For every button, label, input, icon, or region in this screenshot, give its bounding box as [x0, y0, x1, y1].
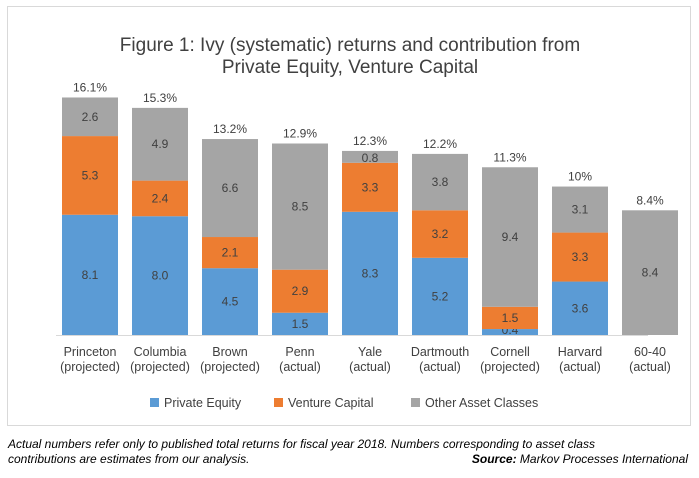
- data-label-5-series-3: 0.8: [362, 151, 379, 165]
- bar-4-series-1: [272, 312, 328, 335]
- chart-title-line-1: Figure 1: Ivy (systematic) returns and c…: [120, 35, 580, 56]
- total-label-6: 12.2%: [423, 137, 457, 151]
- category-label-6-line-2: (actual): [419, 360, 461, 374]
- data-label-4-series-1: 1.5: [292, 317, 309, 331]
- bar-7-series-3: [482, 167, 538, 307]
- data-label-3-series-2: 2.1: [222, 246, 239, 260]
- chart-title-line-2: Private Equity, Venture Capital: [222, 57, 478, 78]
- data-label-7-series-3: 9.4: [502, 230, 519, 244]
- category-label-1-line-1: Princeton: [64, 345, 117, 359]
- bar-3-series-3: [202, 139, 258, 238]
- bar-8-series-2: [552, 232, 608, 282]
- bar-1-series-2: [62, 136, 118, 215]
- footnote-line-1: Actual numbers refer only to published t…: [8, 437, 595, 451]
- data-label-1-series-2: 5.3: [82, 168, 99, 182]
- bar-2-series-3: [132, 107, 188, 181]
- data-label-6-series-2: 3.2: [432, 227, 449, 241]
- chart-frame: Figure 1: Ivy (systematic) returns and c…: [7, 6, 691, 426]
- data-label-3-series-1: 4.5: [222, 295, 239, 309]
- legend-label-2: Venture Capital: [288, 396, 373, 410]
- category-label-7-line-2: (projected): [480, 360, 540, 374]
- category-label-7-line-1: Cornell: [490, 345, 530, 359]
- data-label-6-series-1: 5.2: [432, 289, 449, 303]
- bar-5-series-1: [342, 211, 398, 335]
- footnote-line-2: contributions are estimates from our ana…: [8, 452, 688, 467]
- data-label-2-series-2: 2.4: [152, 191, 169, 205]
- total-label-1: 16.1%: [73, 80, 107, 94]
- category-label-3-line-2: (projected): [200, 360, 260, 374]
- total-label-8: 10%: [568, 170, 592, 184]
- data-label-6-series-3: 3.8: [432, 175, 449, 189]
- total-label-4: 12.9%: [283, 127, 317, 141]
- legend-label-3: Other Asset Classes: [425, 396, 538, 410]
- data-label-9-series-3: 8.4: [642, 266, 659, 280]
- bar-2-series-2: [132, 180, 188, 217]
- bar-4-series-3: [272, 143, 328, 270]
- bar-8-series-1: [552, 281, 608, 335]
- total-label-9: 8.4%: [636, 193, 664, 207]
- bar-1-series-3: [62, 97, 118, 137]
- bar-8-series-3: [552, 186, 608, 233]
- data-label-2-series-3: 4.9: [152, 137, 169, 151]
- bar-5-series-3: [342, 150, 398, 163]
- bar-7-series-1: [482, 329, 538, 335]
- bar-2-series-1: [132, 216, 188, 335]
- data-label-8-series-3: 3.1: [572, 203, 589, 217]
- chart-svg: Figure 1: Ivy (systematic) returns and c…: [56, 35, 678, 410]
- category-label-6-line-1: Dartmouth: [411, 345, 469, 359]
- total-label-5: 12.3%: [353, 134, 387, 148]
- footnote: Actual numbers refer only to published t…: [8, 437, 688, 467]
- bar-5-series-2: [342, 162, 398, 212]
- category-label-4-line-1: Penn: [285, 345, 314, 359]
- source-label: Source:: [471, 452, 517, 466]
- total-label-7: 11.3%: [493, 150, 526, 164]
- category-label-2-line-2: (projected): [130, 360, 190, 374]
- data-label-8-series-1: 3.6: [572, 301, 589, 315]
- data-label-4-series-2: 2.9: [292, 284, 309, 298]
- data-label-2-series-1: 8.0: [152, 269, 169, 283]
- bar-6-series-3: [412, 153, 468, 211]
- footnote-line-2-text: contributions are estimates from our ana…: [8, 452, 250, 466]
- category-label-8-line-2: (actual): [559, 360, 601, 374]
- category-label-2-line-1: Columbia: [134, 345, 187, 359]
- data-label-4-series-3: 8.5: [292, 200, 309, 214]
- source-credit: Source: Markov Processes International: [472, 452, 688, 467]
- legend-label-1: Private Equity: [164, 396, 242, 410]
- data-label-5-series-2: 3.3: [362, 180, 379, 194]
- category-label-9-line-2: (actual): [629, 360, 671, 374]
- bar-3-series-1: [202, 268, 258, 335]
- data-label-1-series-3: 2.6: [82, 110, 99, 124]
- bar-4-series-2: [272, 269, 328, 313]
- legend-swatch-2: [274, 398, 283, 407]
- category-label-5-line-1: Yale: [358, 345, 382, 359]
- bar-1-series-1: [62, 214, 118, 335]
- bar-3-series-2: [202, 237, 258, 269]
- bar-6-series-1: [412, 257, 468, 335]
- bar-7-series-2: [482, 306, 538, 330]
- legend-swatch-1: [150, 398, 159, 407]
- category-label-9-line-1: 60-40: [634, 345, 666, 359]
- data-label-8-series-2: 3.3: [572, 250, 589, 264]
- bar-6-series-2: [412, 210, 468, 258]
- category-label-4-line-2: (actual): [279, 360, 321, 374]
- source-text: Markov Processes International: [516, 452, 688, 466]
- total-label-2: 15.3%: [143, 91, 177, 105]
- category-label-3-line-1: Brown: [212, 345, 247, 359]
- legend-swatch-3: [411, 398, 420, 407]
- data-label-3-series-3: 6.6: [222, 181, 239, 195]
- category-label-8-line-1: Harvard: [558, 345, 603, 359]
- category-label-5-line-2: (actual): [349, 360, 391, 374]
- data-label-1-series-1: 8.1: [82, 268, 99, 282]
- bar-9-series-3: [622, 210, 678, 335]
- data-label-5-series-1: 8.3: [362, 266, 379, 280]
- total-label-3: 13.2%: [213, 122, 247, 136]
- data-label-7-series-2: 1.5: [502, 311, 519, 325]
- category-label-1-line-2: (projected): [60, 360, 120, 374]
